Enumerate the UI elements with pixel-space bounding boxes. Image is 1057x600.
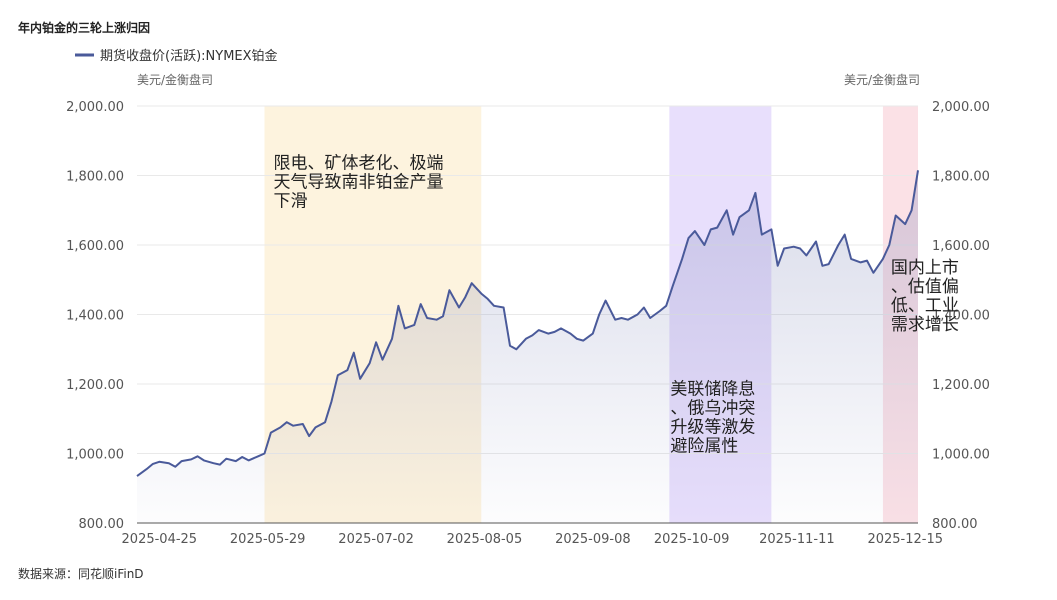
y-tick-right: 800.00 — [932, 517, 978, 532]
x-tick-label: 2025-07-02 — [338, 532, 414, 547]
series-line — [136, 170, 919, 477]
y-tick-right: 1,600.00 — [932, 239, 990, 254]
x-tick-labels: 2025-04-25 2025-05-29 2025-07-02 2025-08-05… — [122, 532, 943, 547]
y-tick-right: 1,200.00 — [932, 378, 990, 393]
y-tick-left: 1,200.00 — [66, 378, 124, 393]
annotation-1: 限电、矿体老化、极端天气导致南非铂金产量下滑 — [274, 154, 444, 212]
x-tick-label: 2025-09-08 — [555, 532, 631, 547]
y-tick-left: 1,800.00 — [66, 170, 124, 185]
y-tick-right: 2,000.00 — [932, 100, 990, 115]
y-tick-labels: 800.00 800.00 1,000.00 1,000.00 1,200.00 1,20… — [66, 100, 990, 532]
y-tick-left: 1,400.00 — [66, 309, 124, 324]
y-tick-right: 1,800.00 — [932, 170, 990, 185]
x-tick-label: 2025-04-25 — [122, 532, 198, 547]
y-tick-right: 1,000.00 — [932, 448, 990, 463]
x-tick-label: 2025-05-29 — [230, 532, 306, 547]
y-tick-left: 2,000.00 — [66, 100, 124, 115]
x-tick-label: 2025-08-05 — [447, 532, 523, 547]
x-tick-label: 2025-12-15 — [867, 532, 943, 547]
x-tick-label: 2025-11-11 — [759, 532, 835, 547]
y-tick-right: 1,400.00 — [932, 309, 990, 324]
annotation-2: 美联储降息、俄乌冲突升级等激发避险属性 — [670, 379, 755, 456]
source-note: 数据来源：同花顺iFinD — [18, 566, 144, 581]
chart-title: 年内铂金的三轮上涨归因 — [18, 20, 150, 35]
legend-label[interactable]: 期货收盘价(活跃):NYMEX铂金 — [100, 48, 278, 64]
series-area — [137, 170, 918, 524]
y-tick-left: 800.00 — [79, 517, 125, 532]
annotations: 限电、矿体老化、极端天气导致南非铂金产量下滑美联储降息、俄乌冲突升级等激发避险属… — [274, 154, 959, 457]
annotation-3: 国内上市、估值偏低、工业需求增长 — [891, 258, 959, 335]
y-tick-left: 1,000.00 — [66, 448, 124, 463]
y-tick-left: 1,600.00 — [66, 239, 124, 254]
right-axis-unit: 美元/金衡盘司 — [844, 72, 920, 87]
x-tick-label: 2025-10-09 — [654, 532, 730, 547]
left-axis-unit: 美元/金衡盘司 — [137, 72, 213, 87]
